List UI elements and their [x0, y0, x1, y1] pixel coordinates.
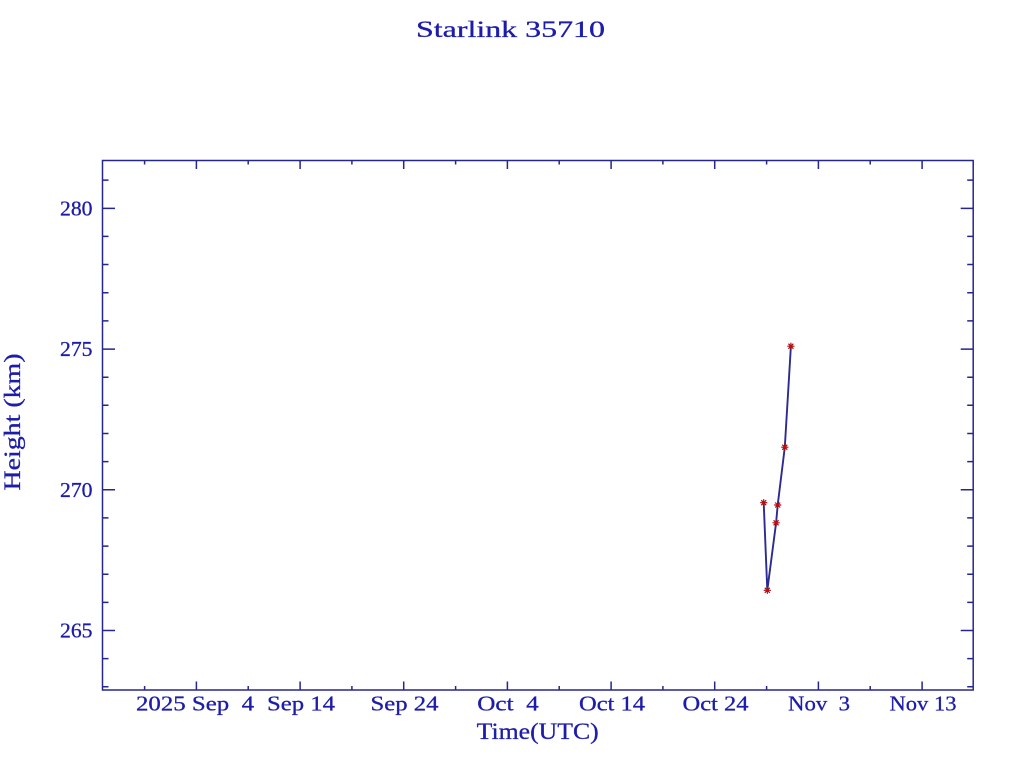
svg-text:Oct 24: Oct 24 — [683, 692, 750, 716]
svg-text:Nov 13: Nov 13 — [890, 692, 957, 716]
svg-text:275: 275 — [60, 337, 93, 361]
svg-text:270: 270 — [60, 478, 93, 502]
svg-text:2025 Sep 4: 2025 Sep 4 — [136, 692, 255, 716]
svg-text:Oct 14: Oct 14 — [579, 692, 646, 716]
svg-text:265: 265 — [60, 619, 93, 643]
svg-text:Starlink 35710: Starlink 35710 — [416, 17, 605, 42]
svg-text:280: 280 — [60, 196, 93, 220]
svg-text:Nov 3: Nov 3 — [788, 692, 850, 716]
svg-text:Sep 14: Sep 14 — [267, 692, 336, 716]
svg-text:Time(UTC): Time(UTC) — [477, 719, 599, 744]
svg-text:Oct 4: Oct 4 — [477, 692, 539, 716]
svg-text:Sep 24: Sep 24 — [371, 692, 440, 716]
svg-text:Height (km): Height (km) — [0, 354, 25, 491]
